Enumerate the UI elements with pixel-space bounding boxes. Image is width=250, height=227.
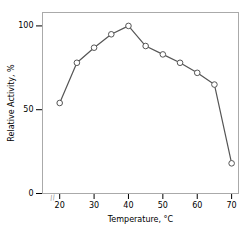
svg-text:30: 30 bbox=[89, 201, 99, 210]
svg-text:50: 50 bbox=[23, 105, 33, 114]
svg-text:Temperature, °C: Temperature, °C bbox=[107, 215, 174, 224]
svg-text:20: 20 bbox=[55, 201, 65, 210]
svg-text:60: 60 bbox=[192, 201, 202, 210]
svg-text:70: 70 bbox=[227, 201, 237, 210]
svg-text://: // bbox=[50, 193, 57, 202]
svg-text:100: 100 bbox=[18, 21, 33, 30]
svg-text:Relative Activity, %: Relative Activity, % bbox=[7, 64, 16, 142]
svg-text:40: 40 bbox=[123, 201, 133, 210]
svg-text:0: 0 bbox=[28, 189, 33, 198]
svg-text:50: 50 bbox=[158, 201, 168, 210]
